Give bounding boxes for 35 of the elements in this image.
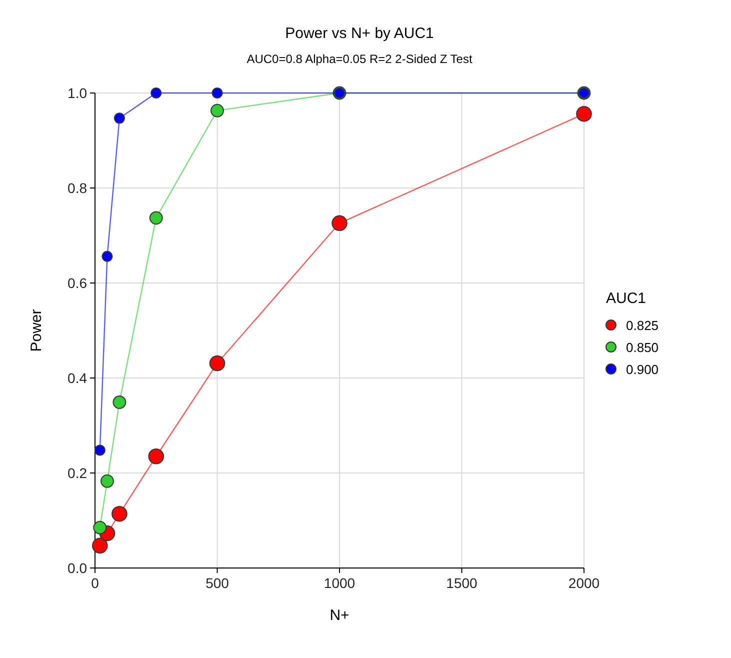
point	[100, 474, 114, 488]
point	[114, 112, 125, 124]
chart-title: Power vs N+ by AUC1	[285, 25, 434, 42]
y-tick-label: 0.4	[68, 370, 88, 386]
legend-title: AUC1	[606, 290, 646, 307]
point	[209, 355, 226, 372]
x-axis-title: N+	[330, 607, 350, 624]
point	[149, 211, 163, 225]
x-tick-label: 1000	[324, 575, 356, 591]
y-tick-label: 0.0	[68, 560, 88, 576]
y-tick-label: 0.8	[68, 180, 88, 196]
point	[112, 396, 126, 409]
point	[148, 448, 164, 464]
point	[112, 506, 128, 522]
point	[150, 88, 162, 98]
y-tick-label: 0.6	[68, 275, 88, 291]
point	[92, 538, 108, 554]
point	[94, 444, 106, 456]
legend-label: 0.850	[626, 340, 659, 355]
chart-subtitle: AUC0=0.8 Alpha=0.05 R=2 2-Sided Z Test	[246, 52, 473, 66]
y-tick-label: 1.0	[68, 85, 88, 101]
y-tick-label: 0.2	[68, 465, 88, 481]
y-axis-title: Power	[28, 309, 45, 352]
point	[102, 250, 113, 262]
point	[210, 104, 224, 118]
x-tick-label: 1500	[446, 575, 478, 591]
point	[93, 520, 107, 534]
point	[576, 106, 592, 122]
point	[332, 215, 348, 232]
legend-label: 0.825	[626, 318, 659, 333]
x-tick-label: 500	[206, 575, 230, 591]
point	[212, 88, 223, 98]
x-tick-label: 0	[91, 575, 100, 591]
x-tick-label: 2000	[568, 575, 600, 591]
legend-label: 0.900	[626, 362, 659, 377]
